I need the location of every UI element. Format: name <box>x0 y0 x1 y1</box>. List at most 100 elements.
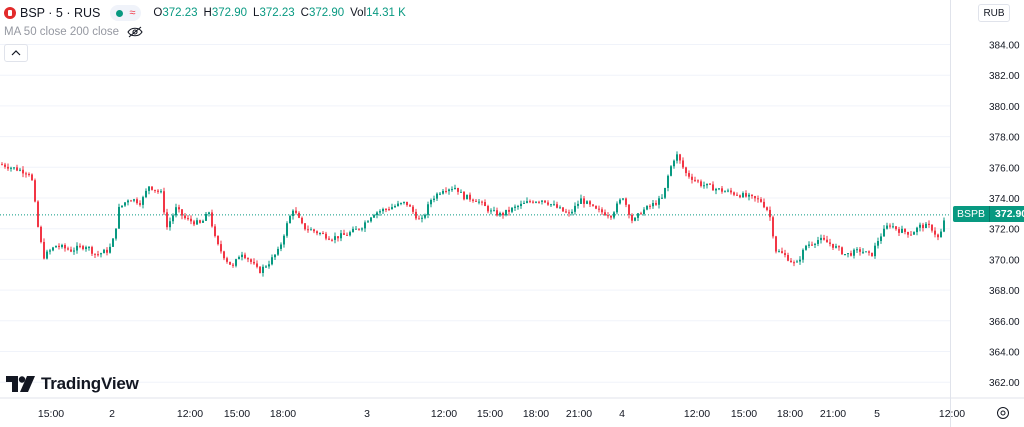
y-tick-label: 376.00 <box>989 163 1020 174</box>
candle-body <box>181 209 183 216</box>
candle-body <box>832 243 834 248</box>
candle-body <box>505 209 507 216</box>
candle-body <box>397 203 399 207</box>
candle-body <box>922 224 924 229</box>
candle-body <box>238 257 240 260</box>
candle-body <box>430 199 432 205</box>
candle-body <box>451 189 453 191</box>
candle-body <box>283 235 285 245</box>
candle-body <box>646 205 648 210</box>
candle-body <box>220 244 222 252</box>
candle-body <box>856 249 858 251</box>
open-value: 372.23 <box>162 7 198 19</box>
candle-body <box>247 258 249 260</box>
candle-body <box>742 193 744 198</box>
candle-body <box>931 224 933 231</box>
candle-body <box>727 190 729 192</box>
candle-body <box>133 199 135 201</box>
x-tick-label: 15:00 <box>38 408 64 420</box>
candle-body <box>721 188 723 192</box>
candle-body <box>232 264 234 266</box>
candle-body <box>625 198 627 205</box>
candle-body <box>34 180 36 202</box>
candle-body <box>901 228 903 233</box>
candle-body <box>82 246 84 250</box>
market-status-pill[interactable]: ≈ <box>110 5 142 21</box>
candle-body <box>121 205 123 207</box>
candle-body <box>61 244 63 247</box>
candle-body <box>358 228 360 230</box>
candle-body <box>469 194 471 200</box>
candle-body <box>589 201 591 205</box>
candle-body <box>499 212 501 216</box>
candle-body <box>235 259 237 266</box>
candle-body <box>718 188 720 190</box>
candle-body <box>739 195 741 198</box>
candle-body <box>697 180 699 182</box>
candle-body <box>385 209 387 211</box>
candle-body <box>349 232 351 236</box>
candle-body <box>577 203 579 206</box>
indicator-label[interactable]: MA 50 close 200 close <box>4 26 120 38</box>
candle-body <box>373 215 375 218</box>
currency-button[interactable]: RUB <box>978 4 1010 22</box>
candle-body <box>814 243 816 245</box>
x-tick-label: 5 <box>874 408 880 420</box>
candle-body <box>892 226 894 228</box>
candle-body <box>382 209 384 212</box>
x-tick-label: 12:00 <box>431 408 457 420</box>
candle-body <box>211 212 213 227</box>
last-price-tag: BSPB 372.90 <box>953 206 1024 222</box>
candle-body <box>43 241 45 259</box>
candle-body <box>778 251 780 253</box>
candle-body <box>493 210 495 212</box>
candle-body <box>196 220 198 225</box>
candle-body <box>379 211 381 213</box>
candle-body <box>259 266 261 273</box>
candle-body <box>304 223 306 230</box>
candle-body <box>157 190 159 192</box>
tradingview-logo[interactable]: TradingView <box>6 374 139 394</box>
hidden-eye-icon[interactable] <box>127 26 143 38</box>
candle-body <box>772 217 774 237</box>
axis-settings-button[interactable] <box>996 406 1010 420</box>
candle-body <box>412 206 414 212</box>
x-tick-label: 3 <box>364 408 370 420</box>
candle-body <box>580 198 582 204</box>
candle-body <box>862 251 864 253</box>
candle-body <box>364 222 366 229</box>
candle-body <box>523 202 525 204</box>
y-tick-label: 378.00 <box>989 133 1020 144</box>
candle-body <box>799 259 801 262</box>
candle-body <box>847 253 849 255</box>
candle-body <box>292 210 294 217</box>
candle-body <box>517 206 519 208</box>
y-tick-label: 384.00 <box>989 41 1020 52</box>
candle-body <box>454 187 456 190</box>
candle-body <box>880 236 882 242</box>
y-tick-label: 380.00 <box>989 102 1020 113</box>
candle-body <box>520 203 522 207</box>
candle-body <box>301 217 303 224</box>
last-price-symbol: BSPB <box>953 206 990 222</box>
candle-body <box>31 174 33 181</box>
candle-body <box>136 199 138 204</box>
indicator-legend[interactable]: MA 50 close 200 close <box>4 24 143 40</box>
symbol-legend[interactable]: BSP · 5 · RUS ≈ O 372.23 H 372.90 L 372.23 … <box>4 4 406 22</box>
candle-body <box>604 212 606 216</box>
candle-body <box>868 251 870 253</box>
candle-body <box>175 207 177 216</box>
candle-body <box>205 213 207 221</box>
candle-body <box>169 221 171 228</box>
volume-key: Vol <box>350 7 367 19</box>
candle-body <box>418 218 420 220</box>
candle-body <box>529 201 531 203</box>
symbol-title[interactable]: BSP · 5 · RUS <box>20 6 101 20</box>
collapse-legend-button[interactable] <box>4 44 28 62</box>
y-tick-label: 372.00 <box>989 225 1020 236</box>
candle-body <box>859 249 861 252</box>
candle-body <box>241 254 243 258</box>
candle-body <box>562 207 564 212</box>
candle-body <box>367 221 369 223</box>
